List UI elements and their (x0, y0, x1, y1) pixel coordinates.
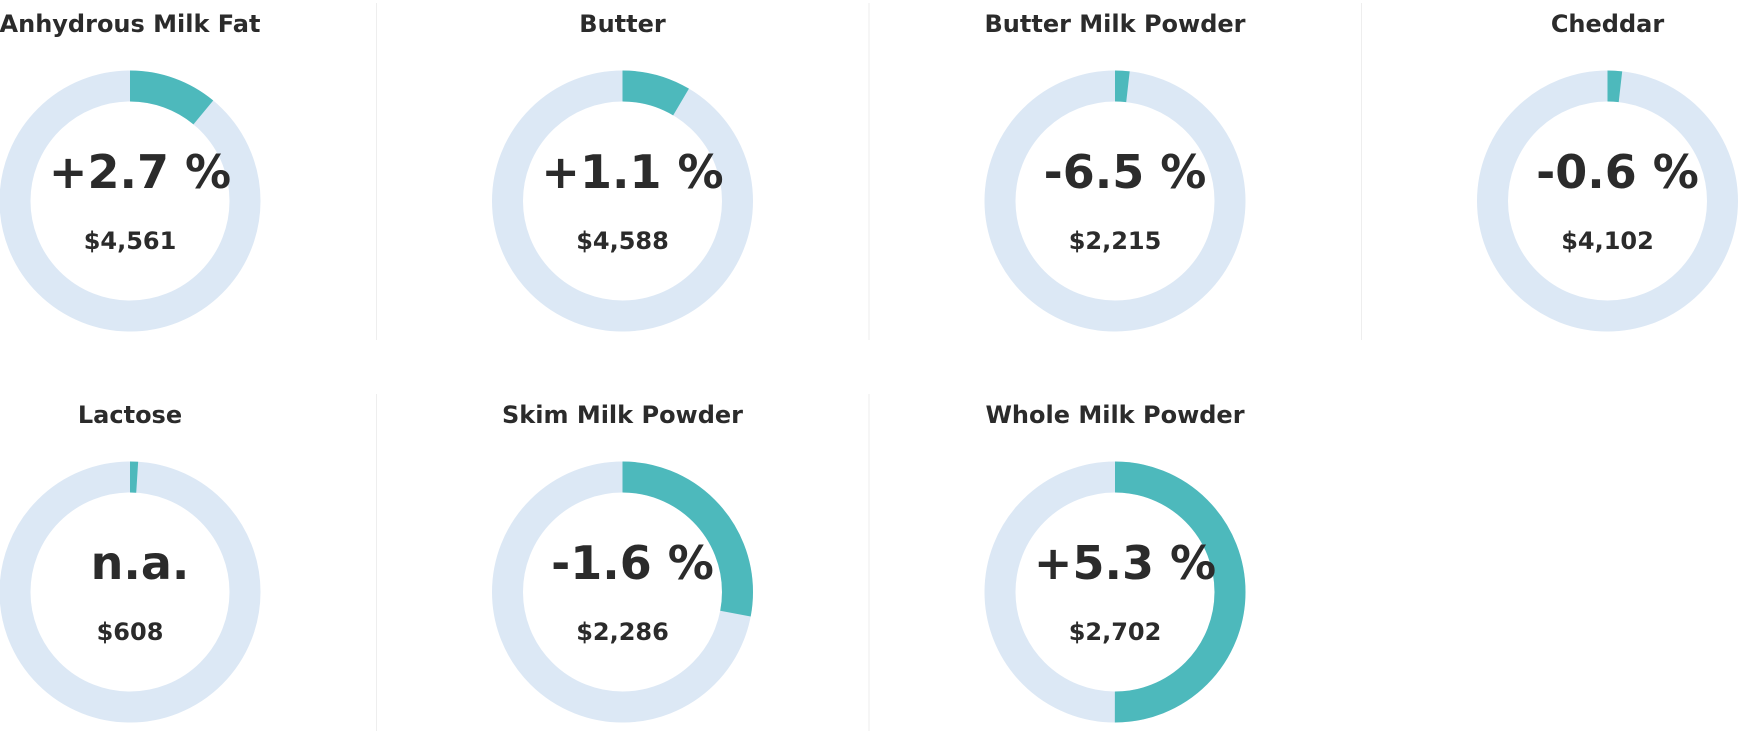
change-label: +1.1 % (541, 145, 723, 199)
gauge-card: Butter Milk Powder -6.5 % $2,215 (984, 10, 1246, 332)
gauge-card: Anhydrous Milk Fat +2.7 % $4,561 (0, 10, 261, 332)
gauge-fill (984, 461, 1246, 723)
gauge-track (0, 70, 261, 332)
price-label: $4,102 (1561, 227, 1654, 255)
change-label: +5.3 % (1034, 536, 1216, 590)
price-label: $2,702 (1069, 618, 1162, 646)
gauge-fill (492, 461, 753, 723)
gauge-fill (0, 461, 261, 723)
gauge-track (492, 70, 753, 332)
card-title: Lactose (78, 401, 182, 429)
card-title: Anhydrous Milk Fat (0, 10, 260, 38)
gauge-fill (1477, 70, 1738, 332)
change-label: -6.5 % (1044, 145, 1207, 199)
change-label: n.a. (91, 536, 190, 590)
gauge-card: Lactose n.a. $608 (0, 401, 261, 723)
gauge-card: Whole Milk Powder +5.3 % $2,702 (984, 401, 1246, 723)
price-label: $2,215 (1069, 227, 1162, 255)
gauge-fill (984, 70, 1246, 332)
card-title: Cheddar (1551, 10, 1665, 38)
change-label: -0.6 % (1536, 145, 1699, 199)
gauge-track (984, 70, 1246, 332)
price-label: $608 (97, 618, 164, 646)
change-label: -1.6 % (551, 536, 714, 590)
card-title: Butter Milk Powder (985, 10, 1246, 38)
card-title: Skim Milk Powder (502, 401, 743, 429)
price-label: $2,286 (576, 618, 669, 646)
gauge-card: Cheddar -0.6 % $4,102 (1477, 10, 1738, 332)
gauge-fill (0, 70, 261, 332)
price-label: $4,588 (576, 227, 669, 255)
card-title: Whole Milk Powder (985, 401, 1244, 429)
gauge-track (1477, 70, 1738, 332)
card-title: Butter (579, 10, 666, 38)
change-label: +2.7 % (49, 145, 231, 199)
price-label: $4,561 (84, 227, 177, 255)
gauge-card: Butter +1.1 % $4,588 (492, 10, 753, 332)
gauge-track (0, 461, 261, 723)
gauge-fill (492, 70, 753, 332)
gauge-card: Skim Milk Powder -1.6 % $2,286 (492, 401, 753, 723)
